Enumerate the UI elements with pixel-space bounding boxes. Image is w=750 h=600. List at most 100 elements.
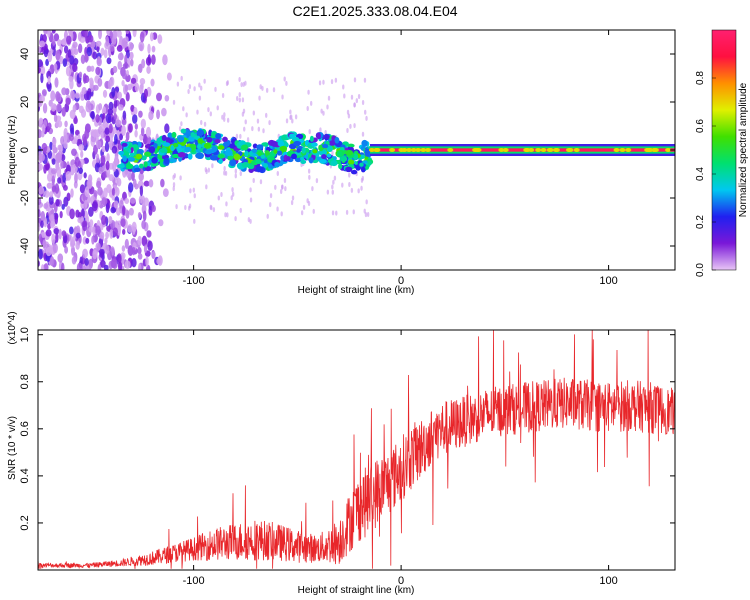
spectrogram-noise-cell: [131, 257, 137, 268]
colorbar-tick-label: 0.4: [695, 167, 706, 181]
spectrogram-noise-cell: [55, 49, 61, 61]
spectrogram-noise-cell: [140, 126, 145, 137]
spectrogram-noise-cell: [75, 240, 80, 250]
snr-x-axis-label: Height of straight line (km): [298, 585, 415, 596]
spectrogram-noise-cell: [90, 65, 95, 72]
spectrogram-noise-cell: [151, 45, 156, 53]
spectrogram-noise-cell: [223, 170, 226, 176]
spectrogram-y-tick-label: -40: [19, 238, 31, 254]
spectrogram-noise-cell: [71, 256, 77, 265]
spectrogram-carrier-cell: [328, 140, 336, 146]
spectrogram-noise-cell: [211, 163, 214, 169]
colorbar-tick-label: 0.8: [695, 71, 706, 85]
spectrogram-noise-cell: [318, 80, 322, 86]
spectrogram-noise-cell: [98, 103, 103, 111]
spectrogram-noise-cell: [141, 195, 146, 207]
spectrogram-noise-cell: [196, 109, 199, 115]
spectrogram-carrier-cell: [244, 150, 249, 157]
spectrogram-noise-cell: [256, 118, 260, 124]
spectrogram-noise-cell: [39, 95, 45, 103]
spectrogram-cells: [38, 30, 675, 270]
spectrogram-carrier-cell: [296, 148, 301, 153]
spectrogram-carrier-cell: [264, 150, 270, 156]
spectrogram-carrier-cell: [229, 159, 237, 167]
spectrogram-noise-cell: [75, 232, 81, 239]
snr-x-tick-label: -100: [183, 575, 205, 587]
spectrogram-carrier-cell: [256, 144, 264, 150]
spectrogram-noise-cell: [45, 163, 50, 171]
spectrogram-carrier-cell: [118, 150, 125, 156]
spectrogram-carrier-cell: [143, 161, 148, 168]
spectrogram-noise-cell: [117, 52, 124, 61]
spectrogram-noise-cell: [119, 133, 124, 141]
spectrogram-carrier-cell: [350, 169, 358, 175]
spectrogram-noise-cell: [66, 35, 72, 45]
spectrogram-noise-cell: [83, 172, 87, 179]
spectrogram-noise-cell: [117, 261, 123, 270]
spectrogram-carrier-cell: [274, 161, 280, 168]
spectrogram-noise-cell: [145, 256, 149, 267]
spectrogram-noise-cell: [226, 117, 230, 123]
spectrogram-noise-cell: [274, 184, 277, 190]
spectrogram-noise-cell: [280, 211, 283, 217]
spectrogram-noise-cell: [242, 81, 245, 87]
spectrogram-noise-cell: [49, 141, 53, 151]
spectrogram-noise-cell: [63, 45, 69, 54]
snr-x-tick-label: 100: [599, 575, 617, 587]
spectrogram-carrier-cell: [271, 142, 278, 147]
spectrogram-carrier-cell: [203, 142, 212, 149]
spectrogram-noise-cell: [134, 183, 139, 190]
spectrogram-carrier-cell: [233, 153, 241, 161]
spectrogram-noise-cell: [38, 233, 42, 242]
spectrogram-carrier-cell: [334, 136, 340, 144]
spectrogram-carrier-cell: [131, 144, 139, 150]
spectrogram-noise-cell: [347, 113, 351, 119]
spectrogram-noise-cell: [283, 76, 286, 82]
spectrogram-carrier-cell: [321, 154, 327, 160]
spectrogram-noise-cell: [81, 265, 86, 270]
spectrogram-noise-cell: [139, 78, 146, 85]
snr-y-tick-label: 0.8: [19, 374, 31, 389]
spectrogram-noise-cell: [147, 240, 153, 252]
spectrogram-noise-cell: [109, 43, 115, 52]
spectrogram-noise-cell: [366, 212, 370, 218]
spectrogram-noise-cell: [85, 102, 92, 113]
spectrogram-carrier-cell: [196, 143, 202, 150]
spectrogram-noise-cell: [95, 225, 101, 236]
spectrogram-noise-cell: [302, 204, 306, 210]
spectrogram-noise-cell: [133, 106, 138, 115]
spectrogram-noise-cell: [62, 172, 67, 183]
spectrogram-y-tick-label: 0: [19, 147, 31, 153]
spectrogram-noise-cell: [276, 206, 279, 212]
spectrogram-noise-cell: [80, 54, 86, 65]
spectrogram-carrier-cell: [359, 154, 366, 160]
spectrogram-carrier-cell: [293, 140, 302, 147]
spectrogram-noise-cell: [281, 94, 284, 100]
spectrogram-noise-cell: [106, 152, 110, 163]
spectrogram-carrier-cell: [197, 138, 203, 144]
spectrogram-noise-cell: [84, 186, 90, 198]
spectrogram-noise-cell: [291, 195, 295, 201]
spectrogram-noise-cell: [364, 109, 367, 115]
spectrogram-noise-cell: [327, 95, 331, 101]
spectrogram-noise-cell: [50, 103, 57, 112]
spectrogram-carrier-cell: [156, 137, 162, 145]
spectrogram-noise-cell: [137, 263, 142, 270]
spectrogram-noise-cell: [82, 73, 87, 84]
spectrogram-noise-cell: [231, 187, 234, 193]
spectrogram-noise-cell: [99, 231, 105, 240]
spectrogram-noise-cell: [39, 40, 46, 48]
spectrogram-noise-cell: [137, 63, 143, 73]
spectrogram-band-spot: [553, 148, 560, 152]
spectrogram-noise-cell: [139, 185, 144, 197]
spectrogram-carrier-cell: [360, 166, 366, 173]
spectrogram-noise-cell: [70, 245, 76, 256]
spectrogram-band-spot: [523, 148, 530, 152]
spectrogram-noise-cell: [93, 84, 99, 91]
snr-y-axis-label: SNR (10 * v/v): [7, 416, 18, 480]
spectrogram-carrier-cell: [151, 156, 158, 164]
spectrogram-noise-cell: [251, 126, 254, 132]
spectrogram-noise-cell: [56, 103, 62, 113]
spectrogram-noise-cell: [284, 186, 287, 192]
spectrogram-noise-cell: [78, 71, 83, 79]
